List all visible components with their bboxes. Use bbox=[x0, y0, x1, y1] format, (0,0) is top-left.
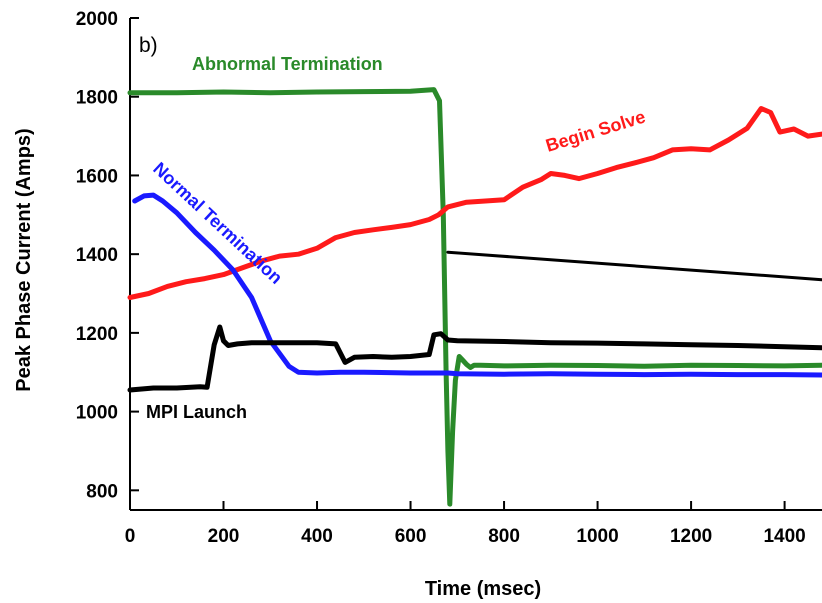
panel-label: b) bbox=[139, 34, 158, 57]
series-line-trend-line bbox=[446, 250, 822, 282]
y-tick-label: 1200 bbox=[76, 324, 118, 345]
x-tick-label: 1400 bbox=[763, 526, 805, 547]
x-tick-label: 1200 bbox=[670, 526, 712, 547]
x-tick-label: 400 bbox=[301, 526, 333, 547]
x-tick-label: 800 bbox=[488, 526, 520, 547]
series-line-abnormal-termination bbox=[127, 87, 822, 507]
series-label-begin-solve: Begin Solve bbox=[543, 107, 647, 156]
series-label-mpi-launch: MPI Launch bbox=[146, 402, 247, 422]
series-line-begin-solve bbox=[127, 106, 822, 300]
series-line-normal-termination bbox=[132, 192, 822, 378]
series-label-abnormal-termination: Abnormal Termination bbox=[192, 54, 383, 74]
y-tick-label: 800 bbox=[86, 481, 118, 502]
y-tick-label: 1600 bbox=[76, 166, 118, 187]
x-tick-label: 1000 bbox=[576, 526, 618, 547]
y-tick-label: 1800 bbox=[76, 88, 118, 109]
series-group bbox=[127, 87, 822, 507]
series-line-mpi-launch bbox=[127, 324, 822, 393]
y-tick-label: 1400 bbox=[76, 245, 118, 266]
y-tick-label: 1000 bbox=[76, 403, 118, 424]
series-label-normal-termination: Normal Termination bbox=[149, 158, 286, 288]
y-tick-label: 2000 bbox=[76, 9, 118, 30]
x-axis-title: Time (msec) bbox=[425, 578, 541, 600]
x-tick-label: 200 bbox=[208, 526, 240, 547]
x-tick-label: 0 bbox=[125, 526, 136, 547]
axes: 800 1000 1200 1400 1600 1800 2000 0 200 400 600 800… bbox=[76, 9, 822, 547]
x-tick-label: 600 bbox=[395, 526, 427, 547]
y-axis-title: Peak Phase Current (Amps) bbox=[13, 128, 35, 391]
